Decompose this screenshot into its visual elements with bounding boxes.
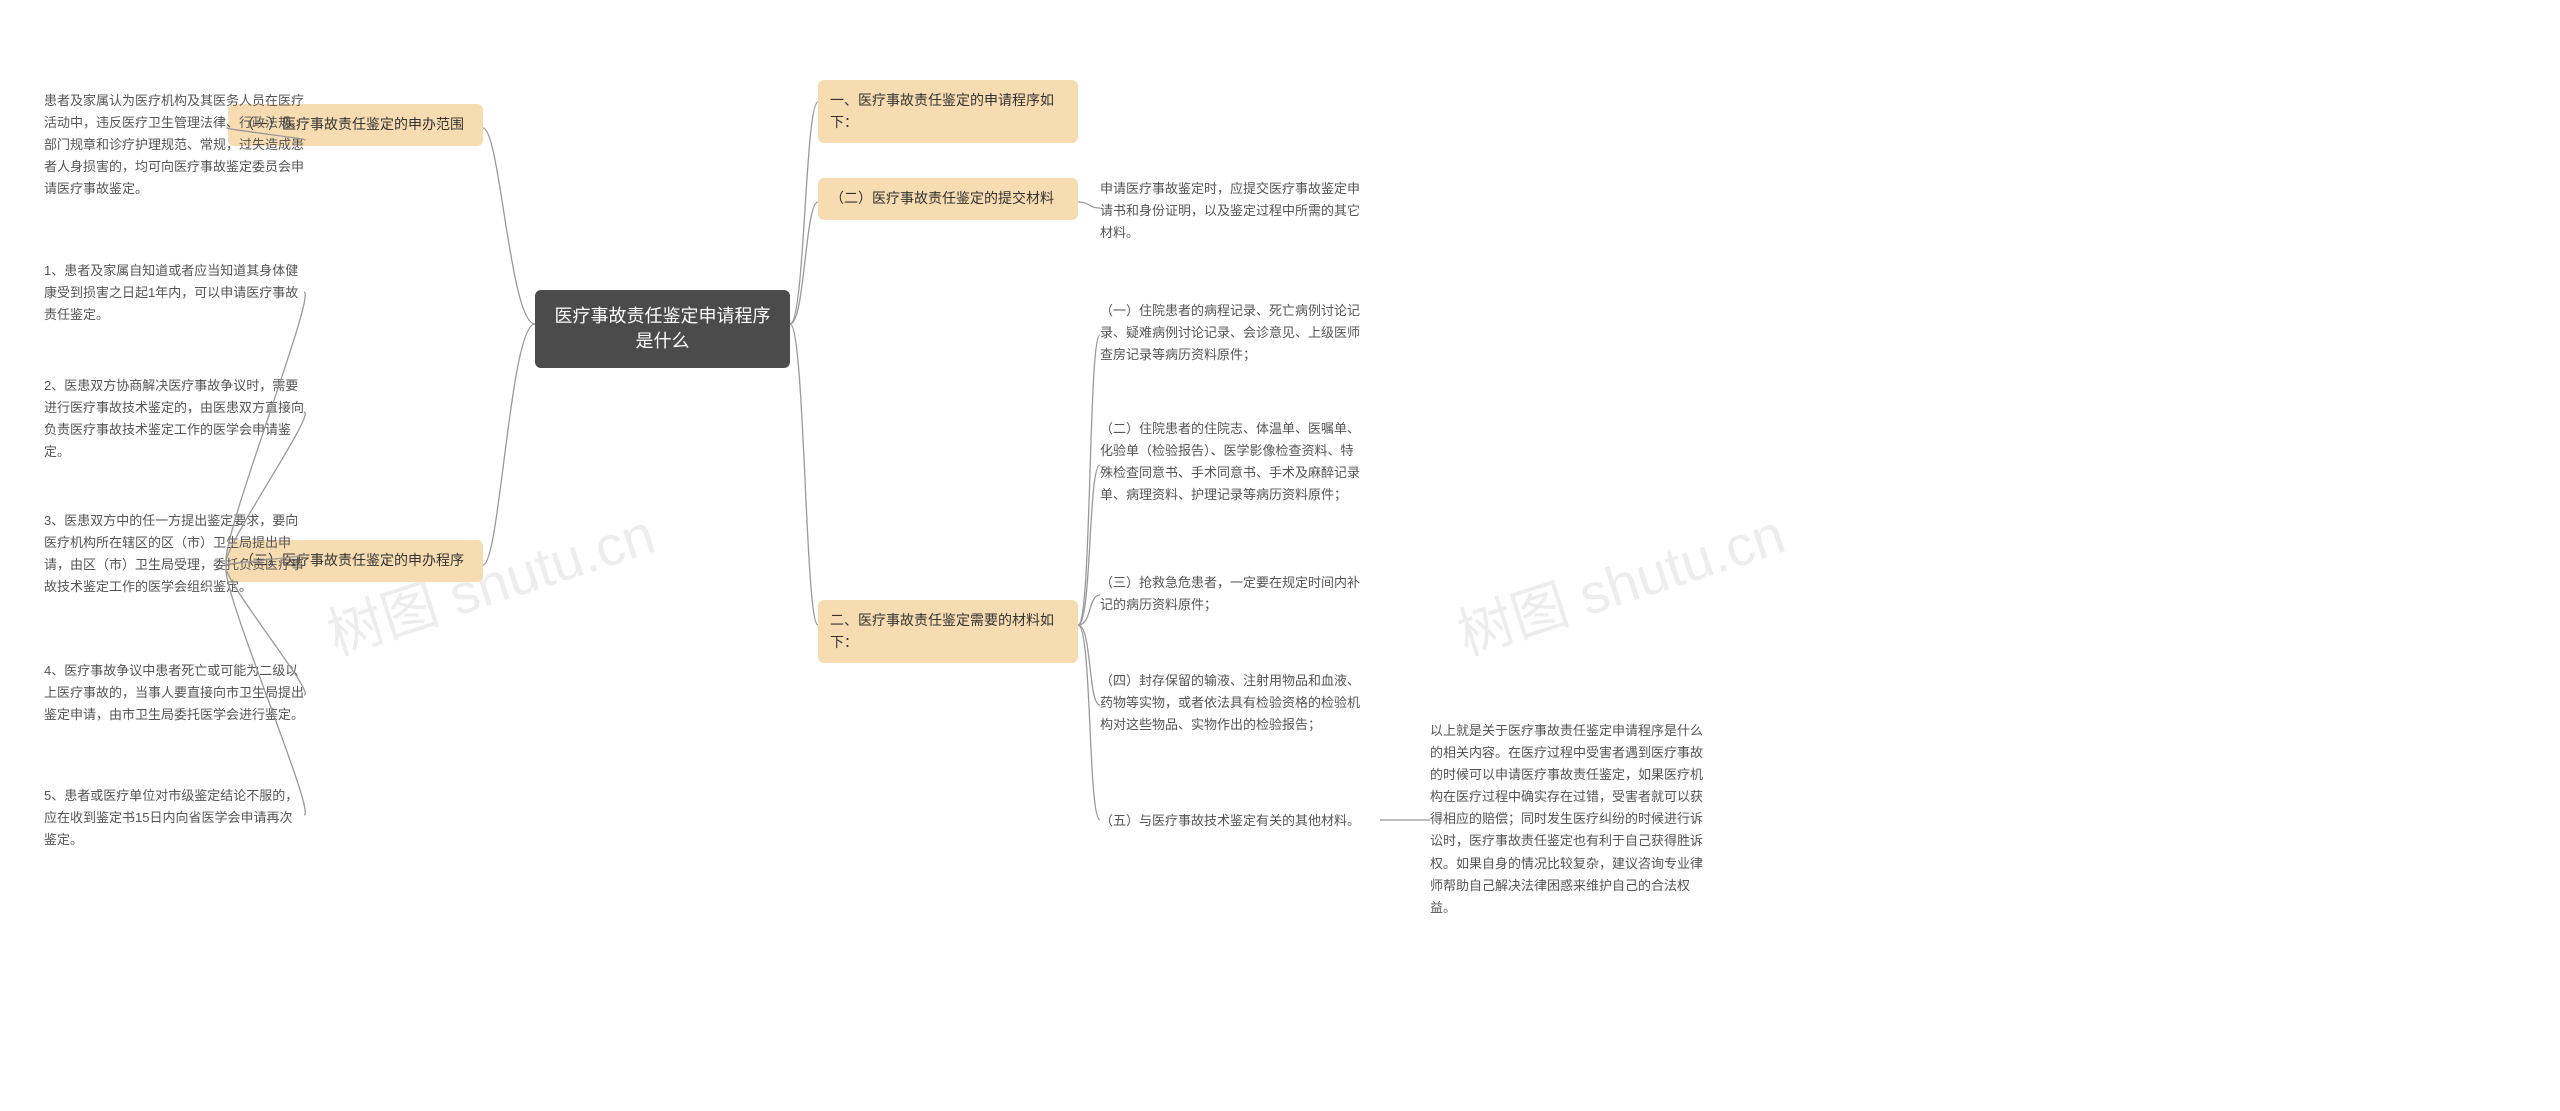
leaf-left-2-3: 3、医患双方中的任一方提出鉴定要求，要向医疗机构所在辖区的区（市）卫生局提出申请… [44,510,304,598]
leaf-left-2-5: 5、患者或医疗单位对市级鉴定结论不服的，应在收到鉴定书15日内向省医学会申请再次… [44,785,304,851]
leaf-right-3-4: （四）封存保留的输液、注射用物品和血液、药物等实物，或者依法具有检验资格的检验机… [1100,670,1365,736]
leaf-right-3-5-sub: 以上就是关于医疗事故责任鉴定申请程序是什么的相关内容。在医疗过程中受害者遇到医疗… [1430,720,1710,919]
leaf-right-3-1: （一）住院患者的病程记录、死亡病例讨论记录、疑难病例讨论记录、会诊意见、上级医师… [1100,300,1365,366]
leaf-right-3-3: （三）抢救急危患者，一定要在规定时间内补记的病历资料原件； [1100,572,1365,616]
mindmap-root: 医疗事故责任鉴定申请程序是什么 [535,290,790,368]
leaf-right-2: 申请医疗事故鉴定时，应提交医疗事故鉴定申请书和身份证明，以及鉴定过程中所需的其它… [1100,178,1360,244]
branch-right-2: （二）医疗事故责任鉴定的提交材料 [818,178,1078,220]
watermark: 树图 shutu.cn [1446,490,1794,672]
branch-right-3: 二、医疗事故责任鉴定需要的材料如下： [818,600,1078,663]
leaf-right-3-5: （五）与医疗事故技术鉴定有关的其他材料。 [1100,810,1380,832]
leaf-left-2-2: 2、医患双方协商解决医疗事故争议时，需要进行医疗事故技术鉴定的，由医患双方直接向… [44,375,304,463]
leaf-left-2-4: 4、医疗事故争议中患者死亡或可能为二级以上医疗事故的，当事人要直接向市卫生局提出… [44,660,304,726]
leaf-right-3-2: （二）住院患者的住院志、体温单、医嘱单、化验单（检验报告）、医学影像检查资料、特… [1100,418,1365,506]
leaf-left-1: 患者及家属认为医疗机构及其医务人员在医疗活动中，违反医疗卫生管理法律、行政法规、… [44,90,304,200]
leaf-left-2-1: 1、患者及家属自知道或者应当知道其身体健康受到损害之日起1年内，可以申请医疗事故… [44,260,304,326]
branch-right-1: 一、医疗事故责任鉴定的申请程序如下： [818,80,1078,143]
